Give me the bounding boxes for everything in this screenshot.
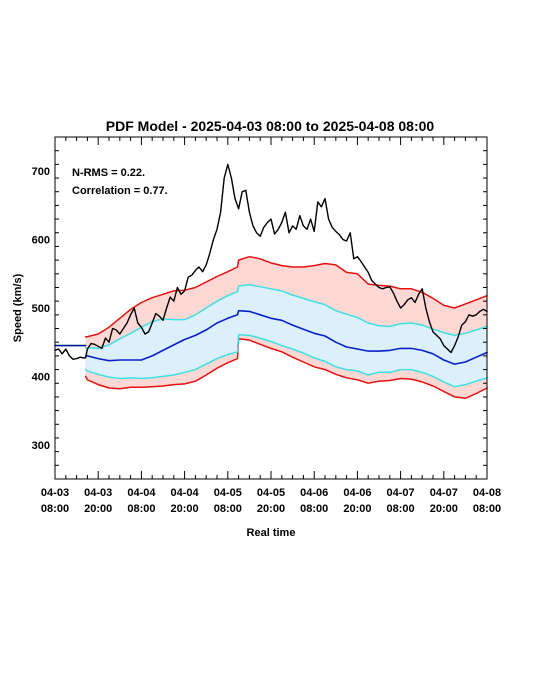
inner-band-fill (85, 284, 487, 387)
x-tick-time-label: 20:00 (343, 503, 371, 515)
outer-lower-line (84, 338, 488, 400)
forecast-bands (85, 256, 487, 399)
x-tick-date-label: 04-04 (171, 487, 200, 499)
x-tick-time-label: 20:00 (171, 503, 199, 515)
x-tick-date-label: 04-03 (84, 487, 112, 499)
axis-ticks (54, 136, 488, 480)
x-tick-time-label: 20:00 (257, 503, 285, 515)
observed-line (54, 163, 488, 360)
x-tick-time-label: 08:00 (387, 503, 415, 515)
y-tick-label: 500 (32, 303, 50, 315)
x-tick-date-label: 04-07 (430, 487, 458, 499)
x-tick-date-label: 04-06 (300, 487, 328, 499)
x-tick-date-label: 04-08 (473, 487, 501, 499)
x-tick-time-label: 08:00 (473, 503, 501, 515)
series-lines (54, 163, 488, 400)
x-tick-time-label: 08:00 (127, 503, 155, 515)
outer-upper-line (84, 255, 488, 338)
median-line (84, 309, 488, 365)
x-tick-time-label: 08:00 (41, 503, 69, 515)
x-tick-date-label: 04-06 (343, 487, 371, 499)
x-tick-time-label: 08:00 (214, 503, 242, 515)
x-tick-date-label: 04-03 (41, 487, 69, 499)
x-tick-time-label: 20:00 (430, 503, 458, 515)
correlation-annotation: Correlation = 0.77. (72, 185, 168, 197)
x-tick-time-label: 08:00 (300, 503, 328, 515)
nrms-annotation: N-RMS = 0.22. (72, 167, 145, 179)
y-tick-label: 700 (32, 166, 50, 178)
y-tick-label: 600 (32, 235, 50, 247)
inner-upper-line (84, 283, 488, 350)
x-tick-date-label: 04-04 (127, 487, 156, 499)
axis-tick-labels: 300 400 500 600 700 04-03 08:00 04-03 20:00 04-04… (32, 166, 501, 515)
x-axis-label: Real time (247, 527, 296, 539)
x-tick-time-label: 20:00 (84, 503, 112, 515)
chart-title: PDF Model - 2025-04-03 08:00 to 2025-04-… (106, 118, 435, 134)
x-tick-date-label: 04-07 (387, 487, 415, 499)
inner-lower-line (84, 333, 488, 388)
y-tick-label: 300 (32, 440, 50, 452)
x-tick-date-label: 04-05 (257, 487, 285, 499)
x-tick-date-label: 04-05 (214, 487, 242, 499)
y-tick-label: 400 (32, 371, 50, 383)
y-axis-label: Speed (km/s) (12, 273, 24, 342)
